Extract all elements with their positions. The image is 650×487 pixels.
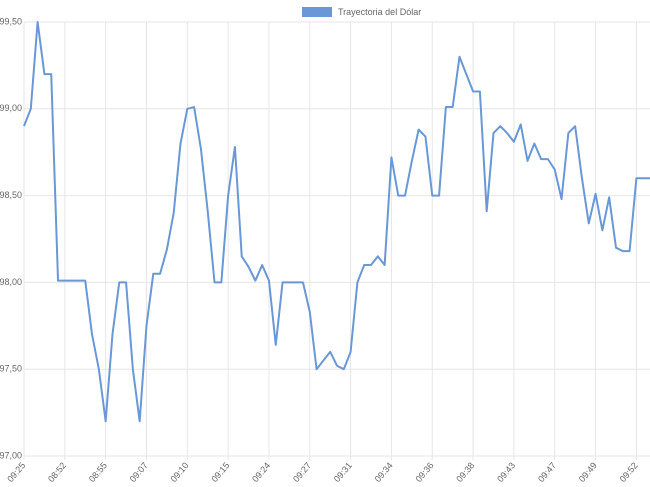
x-tick-label: 09:15 [209,460,231,484]
x-tick-label: 09:38 [454,460,476,484]
y-tick-label: 97,00 [0,450,22,460]
line [23,21,650,423]
x-tick-label: 08:52 [46,460,68,484]
x-tick-label: 09:07 [128,460,150,484]
legend-label: Trayectoria del Dólar [338,7,421,17]
x-tick-label: 09:52 [618,460,640,484]
x-tick-label: 09:27 [291,460,313,484]
x-tick-label: 08:55 [87,460,109,484]
x-tick-label: 09:34 [373,460,395,484]
y-tick-label: 98,00 [0,277,22,287]
x-tick-label: 09:24 [250,460,272,484]
y-tick-label: 98,50 [0,190,22,200]
x-tick-label: 09:49 [577,460,599,484]
x-tick-label: 09:36 [413,460,435,484]
x-tick-label: 09:43 [495,460,517,484]
x-tick-label: 09:31 [332,460,354,484]
x-tick-label: 09:10 [169,460,191,484]
x-tick-label: 09:25 [5,460,27,484]
y-tick-label: 99,50 [0,16,22,26]
legend-swatch [302,7,332,17]
y-tick-label: 99,00 [0,103,22,113]
x-tick-label: 09:47 [536,460,558,484]
y-tick-label: 97,50 [0,364,22,374]
